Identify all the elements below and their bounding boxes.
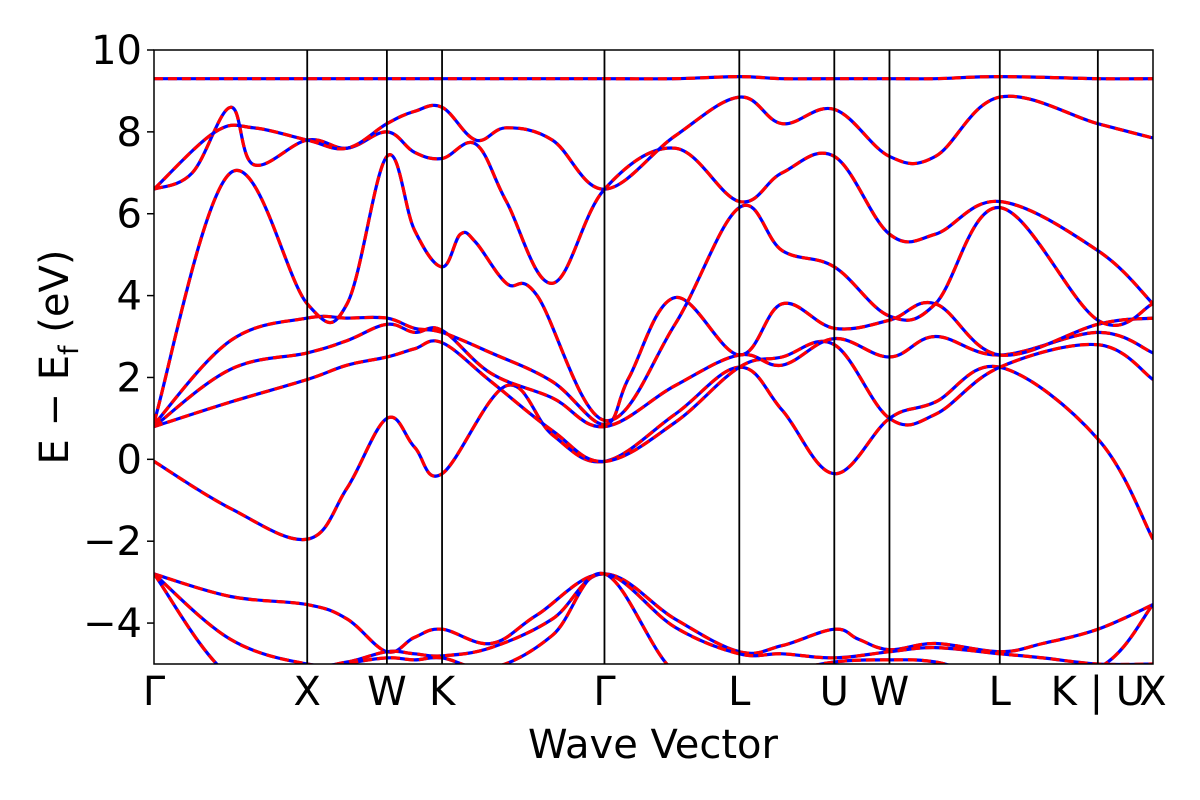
x-tick-label-5: Γ <box>593 669 616 715</box>
x-tick-label-6: L <box>728 669 751 715</box>
y-axis-label-subscript: f <box>54 344 85 355</box>
y-tick-label-1: −4 <box>83 601 142 647</box>
y-tick-label-2: −2 <box>83 519 142 565</box>
x-axis-label: Wave Vector <box>528 722 779 768</box>
x-tick-label-9: L <box>989 669 1012 715</box>
band-11-overlay-line <box>154 75 1153 81</box>
x-tick-label-7: U <box>820 669 849 715</box>
band-1-overlay-line <box>154 572 1153 655</box>
x-tick-label-1: Γ <box>143 669 166 715</box>
y-tick-label-4: 2 <box>117 355 142 401</box>
y-axis-ticks: −4 −2 0 2 4 6 8 10 <box>83 28 154 647</box>
y-tick-label-5: 4 <box>117 274 142 320</box>
y-tick-label-8: 10 <box>91 28 142 74</box>
y-axis-label-main: E − E <box>32 355 78 465</box>
x-tick-label-8: W <box>870 669 910 715</box>
y-tick-label-3: 0 <box>117 437 142 483</box>
kpoint-lines <box>306 50 1099 664</box>
band-2-overlay-line <box>154 572 1153 664</box>
x-tick-label-2: X <box>294 669 321 715</box>
y-tick-label-6: 6 <box>117 192 142 238</box>
x-tick-label-11: X <box>1139 669 1166 715</box>
y-axis-label: E − Ef (eV) <box>32 250 85 465</box>
plot-frame <box>153 49 1154 665</box>
x-tick-label-3: W <box>367 669 407 715</box>
band-5-overlay-line <box>154 339 1153 464</box>
y-axis-label-unit: (eV) <box>32 250 78 346</box>
band-8-overlay-line <box>154 153 1153 423</box>
band-10-overlay-line <box>154 94 1153 191</box>
x-tick-label-4: K <box>429 669 457 715</box>
x-tick-label-10: K | U <box>1051 669 1145 715</box>
y-tick-label-7: 8 <box>117 110 142 156</box>
band-9-overlay-line <box>154 105 1153 305</box>
